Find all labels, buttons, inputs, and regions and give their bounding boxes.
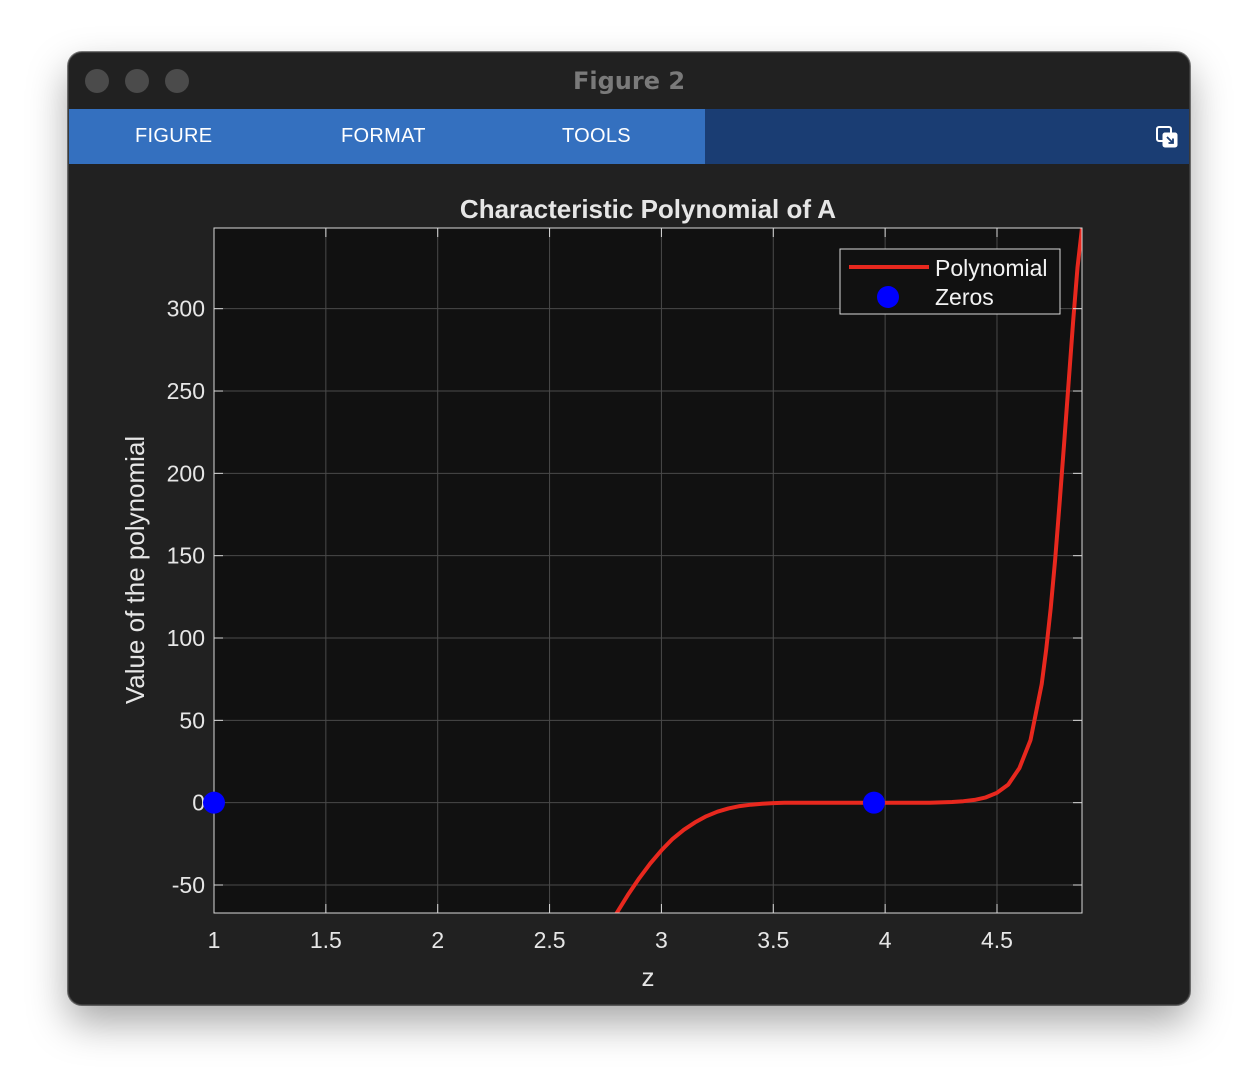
tab-tools[interactable]: TOOLS: [562, 125, 631, 147]
x-tick-label: 3: [655, 927, 668, 953]
x-tick-label: 4: [879, 927, 892, 953]
figure-area: 1 1.5 2 2.5 3 3.5 4 4.5 -50 0 50 100 150 200 250 300 Ch…: [69, 164, 1189, 1004]
x-tick-label: 1.5: [310, 927, 342, 953]
zoom-window-button[interactable]: [165, 69, 189, 93]
y-axis-label: Value of the polynomial: [120, 436, 150, 704]
close-window-button[interactable]: [85, 69, 109, 93]
y-tick-label: 250: [167, 378, 205, 404]
zero-marker: [862, 791, 885, 814]
axes-frame: [213, 227, 1083, 914]
zero-marker: [203, 791, 225, 814]
undock-icon[interactable]: [1155, 125, 1179, 149]
y-tick-label: 50: [179, 707, 205, 733]
window-title: Figure 2: [572, 67, 686, 95]
x-tick-label: 2: [431, 927, 444, 953]
y-tick-label: 0: [192, 790, 205, 816]
toolstrip: FIGURE FORMAT TOOLS: [69, 109, 1189, 164]
x-tick-label: 1: [208, 927, 221, 953]
legend[interactable]: Polynomial Zeros: [839, 248, 1061, 315]
tab-format[interactable]: FORMAT: [341, 125, 426, 147]
legend-zeros-label: Zeros: [935, 284, 994, 310]
x-tick-label: 3.5: [757, 927, 789, 953]
y-tick-label: 100: [167, 625, 205, 651]
tick-labels: 1 1.5 2 2.5 3 3.5 4 4.5 -50 0 50 100 150 200 250 300: [167, 296, 1013, 953]
y-tick-label: -50: [172, 872, 205, 898]
x-axis-label: z: [642, 962, 655, 992]
figure-window: Figure 2 FIGURE FORMAT TOOLS 1 1.5 2 2.5 3: [68, 52, 1190, 1005]
x-tick-label: 2.5: [534, 927, 566, 953]
legend-box: [839, 248, 1061, 315]
y-tick-label: 150: [167, 543, 205, 569]
legend-polynomial-label: Polynomial: [935, 255, 1048, 281]
polynomial-line: [614, 228, 1082, 913]
chart-title: Characteristic Polynomial of A: [460, 194, 836, 224]
legend-zeros-swatch: [877, 286, 899, 308]
chart[interactable]: 1 1.5 2 2.5 3 3.5 4 4.5 -50 0 50 100 150 200 250 300 Ch…: [69, 164, 1189, 1004]
tab-figure[interactable]: FIGURE: [135, 125, 213, 147]
y-tick-label: 300: [167, 296, 205, 322]
plot-area: [614, 228, 1082, 913]
y-tick-label: 200: [167, 460, 205, 486]
axes-background: [214, 228, 1082, 913]
title-bar: Figure 2: [69, 53, 1189, 109]
x-tick-label: 4.5: [981, 927, 1013, 953]
minimize-window-button[interactable]: [125, 69, 149, 93]
toolstrip-tabs: FIGURE FORMAT TOOLS: [69, 109, 705, 164]
